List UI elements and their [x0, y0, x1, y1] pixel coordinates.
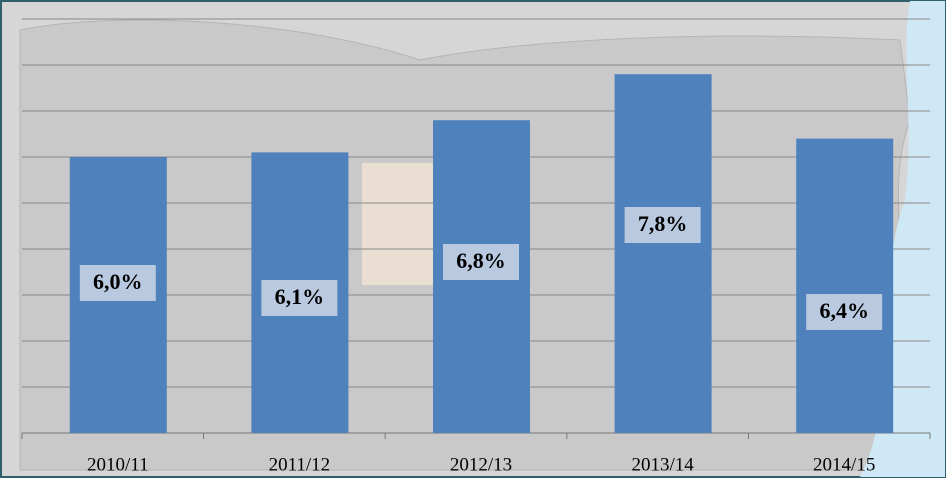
data-label-box — [443, 244, 519, 280]
data-label: 6,1% — [275, 284, 325, 309]
x-tick-label: 2013/14 — [631, 454, 694, 475]
bar — [796, 138, 894, 433]
data-label-box — [806, 294, 883, 330]
bar — [614, 74, 712, 433]
data-label-box — [79, 265, 156, 301]
x-tick-label: 2014/15 — [813, 454, 875, 475]
data-label: 6,4% — [819, 298, 869, 323]
x-tick-label: 2010/11 — [87, 454, 149, 475]
data-label-box — [624, 207, 701, 243]
sea — [860, 1, 945, 477]
data-label: 6,0% — [93, 269, 143, 294]
logo — [362, 163, 444, 285]
data-label: 7,8% — [638, 211, 688, 236]
x-tick-label: 2012/13 — [450, 454, 512, 475]
data-label-box — [261, 280, 338, 316]
data-label: 6,8% — [456, 248, 506, 273]
x-tick-label: 2011/12 — [269, 454, 331, 475]
